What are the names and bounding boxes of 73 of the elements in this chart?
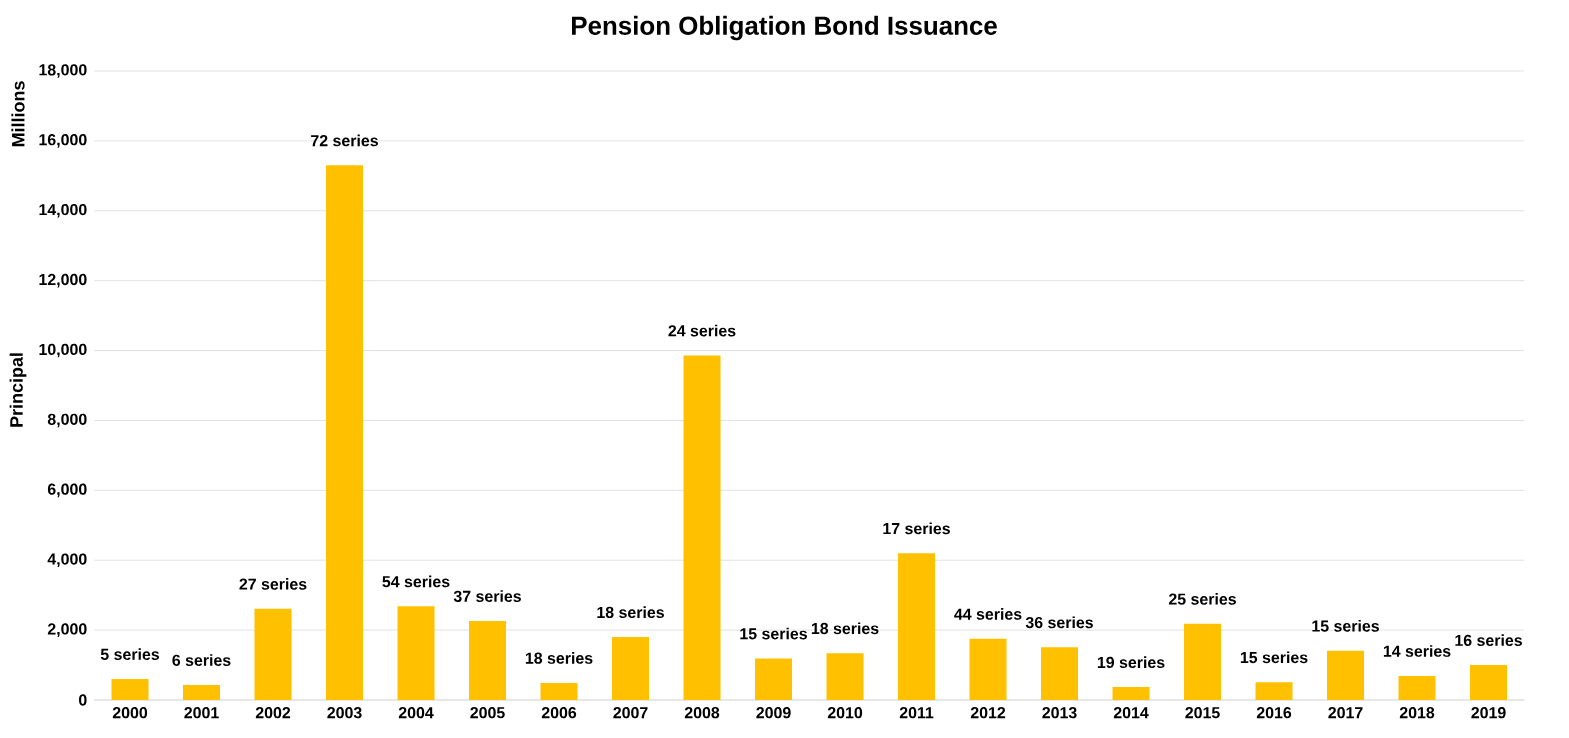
annotation: 18 series — [525, 652, 593, 664]
annotation: 18 series — [811, 622, 879, 635]
bar — [469, 621, 507, 700]
y-tick-label: 8,000 — [47, 413, 87, 428]
annotation: 6 series — [172, 654, 231, 666]
x-tick-label: 2002 — [255, 707, 291, 719]
annotation: 19 series — [1097, 656, 1165, 669]
x-tick-label: 2009 — [756, 707, 791, 719]
bar — [826, 653, 864, 700]
annotation: 24 series — [668, 324, 736, 337]
annotation: 15 series — [1312, 619, 1379, 632]
x-tick-label: 2014 — [1113, 707, 1149, 719]
x-tick-label: 2003 — [327, 707, 362, 719]
y-tick-label: 18,000 — [39, 64, 87, 78]
annotation: 15 series — [740, 627, 807, 640]
y-tick-label: 0 — [78, 694, 87, 706]
x-tick-label: 2007 — [613, 707, 648, 719]
bar — [1112, 687, 1150, 700]
bar — [397, 606, 435, 700]
y-axis-title: Principal — [9, 353, 27, 427]
annotation: 17 series — [883, 522, 950, 535]
y-tick-label: 4,000 — [47, 553, 87, 568]
bar — [1398, 675, 1436, 700]
x-tick-label: 2012 — [970, 707, 1006, 719]
bar — [683, 355, 721, 700]
bar — [1041, 647, 1079, 700]
bar — [540, 682, 578, 700]
bar — [326, 165, 364, 700]
x-tick-label: 2000 — [112, 707, 148, 719]
annotation: 36 series — [1025, 616, 1093, 629]
annotation: 37 series — [453, 590, 521, 602]
bar — [898, 553, 936, 700]
annotation: 72 series — [311, 134, 378, 147]
bar — [1255, 682, 1293, 700]
bar — [1470, 665, 1508, 700]
x-tick-label: 2016 — [1256, 707, 1292, 719]
x-tick-label: 2008 — [684, 707, 720, 719]
y-tick-label: 14,000 — [39, 203, 87, 218]
bar — [1184, 623, 1222, 700]
bar — [111, 679, 149, 700]
annotation: 5 series — [100, 648, 160, 660]
y-tick-label: 10,000 — [39, 343, 87, 358]
text: Millions — [11, 81, 25, 147]
annotation: 25 series — [1168, 593, 1236, 605]
x-tick-label: 2005 — [470, 707, 505, 719]
bar — [969, 638, 1007, 700]
y-tick-label: 6,000 — [47, 483, 87, 498]
annotation: 16 series — [1455, 634, 1522, 647]
bar — [183, 684, 221, 700]
x-tick-label: 2017 — [1328, 707, 1363, 719]
x-tick-label: 2010 — [827, 707, 863, 719]
annotation: 54 series — [382, 575, 450, 588]
annotation: 14 series — [1383, 645, 1451, 657]
x-tick-label: 2011 — [899, 707, 934, 719]
x-tick-label: 2001 — [184, 707, 219, 719]
annotation: 18 series — [597, 606, 664, 619]
annotation: 27 series — [239, 578, 307, 590]
x-tick-label: 2013 — [1042, 707, 1077, 719]
x-tick-label: 2015 — [1185, 707, 1220, 719]
chart-title: Pension Obligation Bond Issuance — [572, 15, 997, 41]
x-tick-label: 2018 — [1399, 707, 1435, 719]
annotation: 15 series — [1240, 651, 1308, 664]
annotation: 44 series — [954, 608, 1022, 620]
bar — [612, 637, 650, 700]
bar — [755, 658, 793, 700]
bar — [1327, 650, 1365, 700]
x-tick-label: 2004 — [398, 707, 434, 719]
y-tick-label: 16,000 — [39, 134, 87, 148]
x-tick-label: 2006 — [541, 707, 577, 719]
y-tick-label: 2,000 — [47, 623, 87, 637]
bar — [254, 608, 292, 700]
x-tick-label: 2019 — [1471, 707, 1506, 719]
y-tick-label: 12,000 — [39, 273, 87, 288]
